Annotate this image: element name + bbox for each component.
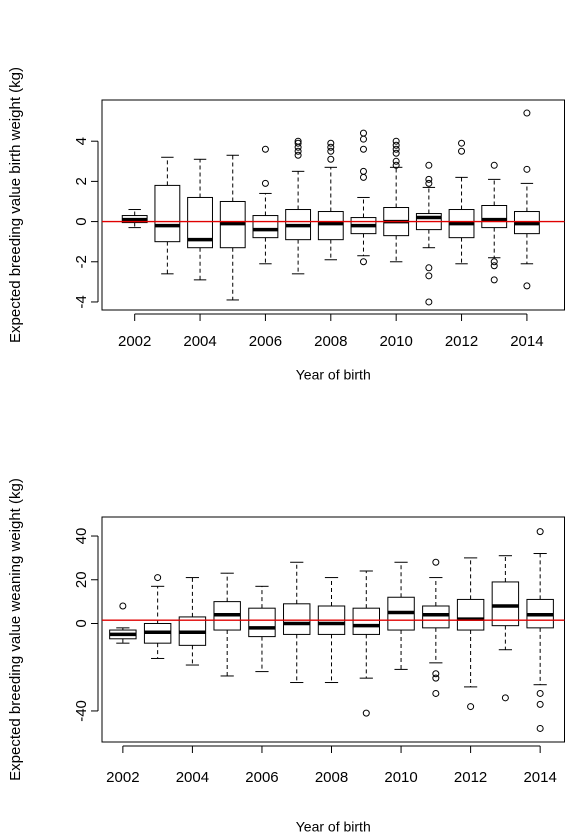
x-tick-label: 2012: [445, 333, 478, 350]
outlier: [294, 151, 302, 159]
x-tick-label: 2014: [510, 333, 543, 350]
outlier: [536, 724, 544, 732]
box: [481, 205, 508, 229]
outlier: [432, 558, 440, 566]
outlier: [392, 161, 400, 169]
outlier: [425, 179, 433, 187]
x-tick-label: 2014: [523, 769, 556, 786]
y-tick-label: -40: [73, 700, 90, 722]
outlier: [327, 155, 335, 163]
outlier: [119, 602, 127, 610]
x-tick-label: 2006: [245, 769, 278, 786]
x-tick-label: 2012: [454, 769, 487, 786]
outlier: [392, 157, 400, 165]
x-axis-title: Year of birth: [296, 367, 371, 383]
outlier: [327, 143, 335, 151]
outlier: [490, 161, 498, 169]
x-axis-title: Year of birth: [296, 819, 371, 835]
box: [248, 607, 276, 638]
y-tick-label: 0: [73, 619, 90, 627]
outlier: [359, 145, 367, 153]
x-tick-label: 2008: [315, 769, 348, 786]
outlier: [392, 137, 400, 145]
outlier: [294, 137, 302, 145]
outlier: [425, 161, 433, 169]
box: [422, 605, 450, 629]
outlier: [392, 141, 400, 149]
y-tick-label: 4: [73, 137, 90, 145]
box: [456, 598, 485, 631]
outlier: [359, 167, 367, 175]
outlier: [425, 264, 433, 272]
outlier: [327, 147, 335, 155]
outlier: [523, 282, 531, 290]
outlier: [294, 139, 302, 147]
y-tick-label: 0: [73, 217, 90, 225]
x-tick-label: 2010: [384, 769, 417, 786]
outlier: [359, 173, 367, 181]
outlier: [294, 147, 302, 155]
outlier: [425, 272, 433, 280]
y-tick-label: 40: [73, 528, 90, 545]
outlier: [467, 703, 475, 711]
outlier: [536, 700, 544, 708]
x-tick-label: 2002: [118, 333, 151, 350]
outlier: [425, 175, 433, 183]
outlier: [432, 670, 440, 678]
outlier: [154, 574, 162, 582]
outlier: [425, 298, 433, 306]
y-tick-label: -2: [73, 255, 90, 268]
box: [252, 215, 279, 239]
y-axis-title: Expected breeding value weaning weight (…: [7, 478, 24, 781]
x-tick-label: 2002: [106, 769, 139, 786]
box: [352, 607, 381, 635]
y-tick-label: 20: [73, 571, 90, 588]
box: [283, 603, 311, 635]
x-tick-label: 2006: [249, 333, 282, 350]
box: [317, 211, 344, 241]
box: [491, 581, 520, 627]
outlier: [261, 179, 269, 187]
outlier: [327, 139, 335, 147]
outlier: [392, 149, 400, 157]
x-tick-label: 2004: [176, 769, 209, 786]
box: [154, 184, 181, 243]
outlier: [432, 689, 440, 697]
outlier: [458, 139, 466, 147]
outlier: [523, 109, 531, 117]
x-tick-label: 2008: [314, 333, 347, 350]
outlier: [432, 674, 440, 682]
outlier: [523, 165, 531, 173]
y-tick-label: 2: [73, 177, 90, 185]
outlier: [490, 276, 498, 284]
outlier: [490, 258, 498, 266]
outlier: [490, 262, 498, 270]
outlier: [501, 694, 509, 702]
outlier: [359, 129, 367, 137]
outlier: [359, 135, 367, 143]
x-tick-label: 2010: [379, 333, 412, 350]
outlier: [458, 147, 466, 155]
y-tick-label: -4: [73, 295, 90, 308]
outlier: [392, 145, 400, 153]
outlier: [536, 689, 544, 697]
outlier: [261, 145, 269, 153]
outlier: [359, 258, 367, 266]
outlier: [362, 709, 370, 717]
y-axis-title: Expected breeding value birth weight (kg…: [7, 67, 24, 343]
outlier: [536, 528, 544, 536]
x-tick-label: 2004: [183, 333, 216, 350]
